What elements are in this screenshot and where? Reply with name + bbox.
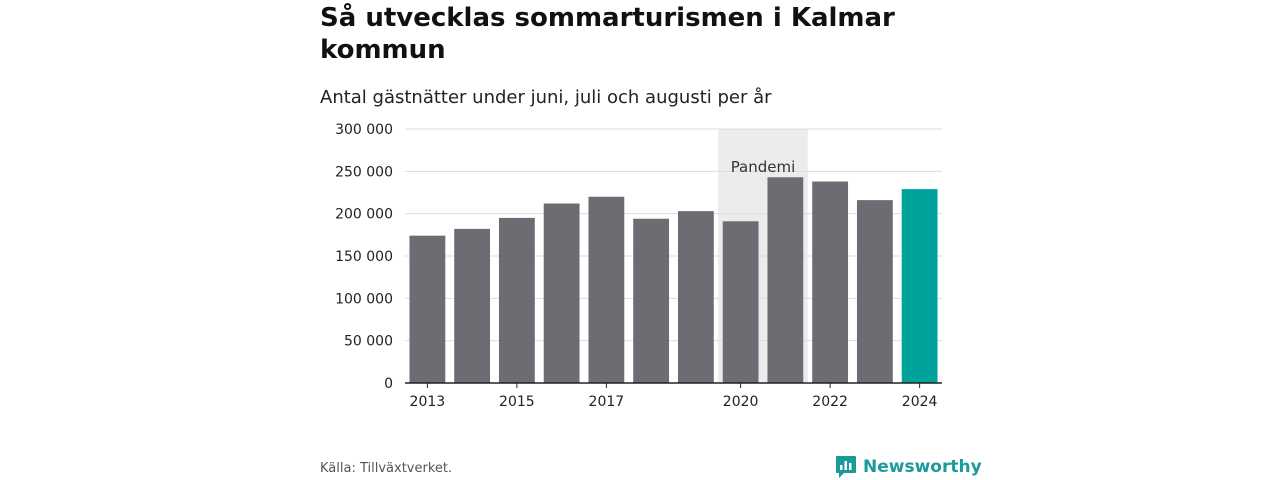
chart-title: Så utvecklas sommarturismen i Kalmar kom… [320, 3, 895, 65]
bar-2018 [633, 218, 670, 383]
chart-subtitle: Antal gästnätter under juni, juli och au… [320, 87, 772, 108]
x-tick-label: 2020 [723, 394, 759, 410]
x-tick-label: 2024 [902, 394, 938, 410]
brand-name: Newsworthy [863, 457, 982, 477]
source-note: Källa: Tillväxtverket. [320, 461, 453, 476]
y-tick-label: 150 000 [335, 249, 393, 265]
bar-2024 [901, 189, 938, 383]
bar-2021 [767, 177, 804, 383]
y-tick-label: 100 000 [335, 291, 393, 307]
x-tick-label: 2013 [410, 394, 446, 410]
bar-2022 [812, 181, 849, 383]
bar-2015 [498, 217, 535, 383]
bar-2020 [722, 221, 759, 383]
y-tick-label: 200 000 [335, 207, 393, 223]
y-tick-label: 250 000 [335, 164, 393, 180]
bar-2016 [543, 203, 580, 383]
x-tick-label: 2015 [499, 394, 535, 410]
y-tick-label: 300 000 [335, 122, 393, 138]
pandemic-label: Pandemi [731, 158, 796, 176]
bar-2013 [409, 235, 446, 383]
x-tick-label: 2022 [812, 394, 848, 410]
y-tick-label: 50 000 [344, 334, 393, 350]
bar-2023 [856, 200, 893, 383]
newsworthy-chart-icon [836, 456, 856, 478]
bar-2017 [588, 196, 625, 383]
y-tick-label: 0 [384, 376, 393, 392]
bar-2019 [677, 211, 714, 383]
brand-logo: Newsworthy [835, 455, 982, 479]
x-tick-label: 2017 [589, 394, 625, 410]
bar-2014 [454, 228, 491, 383]
